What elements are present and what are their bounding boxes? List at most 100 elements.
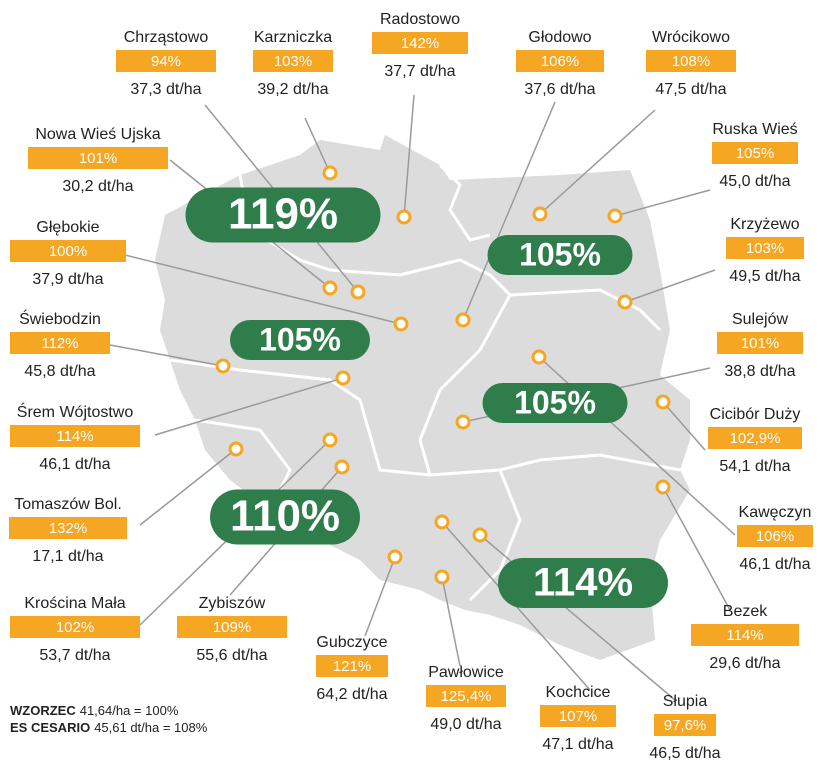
location-percent: 101% (79, 150, 117, 167)
location-label: Śrem Wójtostwo 114% 46,1 dt/ha (10, 402, 140, 473)
leader-line (364, 556, 396, 637)
percent-box (646, 50, 736, 72)
location-label: Bezek 114% 29,6 dt/ha (691, 603, 799, 672)
footer-label: WZORZEC (10, 703, 76, 718)
percent-box (708, 427, 802, 449)
location-dot (434, 569, 450, 585)
location-label: Radostowo 142% 37,7 dt/ha (372, 11, 468, 80)
percent-box (726, 237, 804, 259)
location-dot (334, 459, 350, 475)
leader-line (441, 576, 461, 667)
location-dot (434, 514, 450, 530)
percent-box (654, 714, 716, 736)
region-badge-bg (487, 235, 633, 275)
location-name: Chrząstowo (124, 29, 209, 46)
location-name: Tomaszów Bol. (14, 496, 122, 513)
location-dot (607, 208, 623, 224)
location-label: Krzyżewo 103% 49,5 dt/ha (726, 216, 804, 285)
location-name: Bezek (723, 603, 768, 620)
percent-box (426, 685, 506, 707)
location-dot (322, 432, 338, 448)
location-yield: 17,1 dt/ha (32, 548, 103, 565)
location-percent: 105% (736, 145, 774, 162)
location-yield: 37,7 dt/ha (384, 63, 455, 80)
location-name: Ruska Wieś (712, 121, 797, 138)
percent-box (540, 705, 616, 727)
location-label: Zybiszów 109% 55,6 dt/ha (177, 595, 287, 664)
location-yield: 45,8 dt/ha (24, 363, 95, 380)
location-yield: 37,9 dt/ha (32, 271, 103, 288)
percent-box (691, 624, 799, 646)
location-name: Kochcice (546, 684, 611, 701)
leader-line (109, 344, 224, 367)
location-name: Pawłowice (428, 664, 504, 681)
footer-text: 41,64/ha = 100% (80, 703, 179, 718)
location-yield: 49,5 dt/ha (729, 268, 800, 285)
location-yield: 29,6 dt/ha (709, 655, 780, 672)
location-yield: 47,5 dt/ha (655, 81, 726, 98)
location-name: Głębokie (36, 219, 99, 236)
location-dot (335, 370, 351, 386)
location-dot (396, 209, 412, 225)
location-percent: 97,6% (664, 717, 707, 734)
location-yield: 49,0 dt/ha (430, 716, 501, 733)
leader-line (403, 94, 415, 218)
location-yield: 53,7 dt/ha (39, 647, 110, 664)
location-yield: 46,5 dt/ha (649, 745, 720, 762)
leader-line (124, 254, 402, 325)
location-label: Ruska Wieś 105% 45,0 dt/ha (712, 121, 798, 190)
location-name: Krzyżewo (730, 216, 799, 233)
region-badge-bg (230, 320, 370, 360)
region-badge-bg (498, 558, 668, 608)
location-percent: 121% (333, 658, 371, 675)
region-badge: 114% (498, 558, 668, 608)
location-name: Wrócikowo (652, 29, 730, 46)
location-label: Krościna Mała 102% 53,7 dt/ha (10, 595, 140, 664)
location-yield: 55,6 dt/ha (196, 647, 267, 664)
region-percent: 105% (514, 384, 596, 420)
location-label: Słupia 97,6% 46,5 dt/ha (649, 693, 720, 762)
region-badge: 110% (210, 489, 360, 545)
percent-box (372, 32, 468, 54)
location-yield: 64,2 dt/ha (316, 686, 387, 703)
region-percent: 119% (228, 190, 338, 239)
location-dot (322, 165, 338, 181)
region-badge: 119% (185, 187, 381, 243)
location-name: Zybiszów (199, 595, 266, 612)
location-label: Kochcice 107% 47,1 dt/ha (540, 684, 616, 753)
percent-box (737, 525, 813, 547)
region-percent: 105% (519, 236, 601, 272)
footer-line: ES CESARIO 45,61 dt/ha = 108% (10, 720, 208, 735)
location-dot (617, 294, 633, 310)
leader-line (624, 269, 716, 303)
leader-line (614, 189, 711, 217)
location-label: Wrócikowo 108% 47,5 dt/ha (646, 29, 736, 98)
region-badge-bg (482, 383, 628, 423)
location-dot (322, 280, 338, 296)
location-yield: 54,1 dt/ha (719, 458, 790, 475)
location-label: Chrząstowo 94% 37,3 dt/ha (116, 29, 216, 98)
location-name: Gubczyce (316, 634, 387, 651)
location-name: Cicibór Duży (710, 406, 801, 423)
percent-box (9, 517, 127, 539)
location-percent: 125,4% (441, 688, 492, 705)
percent-box (10, 425, 140, 447)
location-name: Świebodzin (19, 309, 101, 328)
percent-box (177, 616, 287, 638)
location-dot (531, 349, 547, 365)
location-percent: 142% (401, 35, 439, 52)
location-yield: 45,0 dt/ha (719, 173, 790, 190)
leader-line (539, 109, 656, 215)
location-dot (350, 284, 366, 300)
location-yield: 30,2 dt/ha (62, 178, 133, 195)
location-percent: 109% (213, 619, 251, 636)
location-label: Pawłowice 125,4% 49,0 dt/ha (426, 664, 506, 733)
location-yield: 39,2 dt/ha (257, 81, 328, 98)
location-yield: 46,1 dt/ha (739, 556, 810, 573)
location-label: Głodowo 106% 37,6 dt/ha (516, 29, 604, 98)
location-name: Radostowo (380, 11, 460, 28)
region-percent: 114% (533, 561, 633, 605)
location-percent: 101% (741, 335, 779, 352)
region-percent: 105% (259, 321, 341, 357)
